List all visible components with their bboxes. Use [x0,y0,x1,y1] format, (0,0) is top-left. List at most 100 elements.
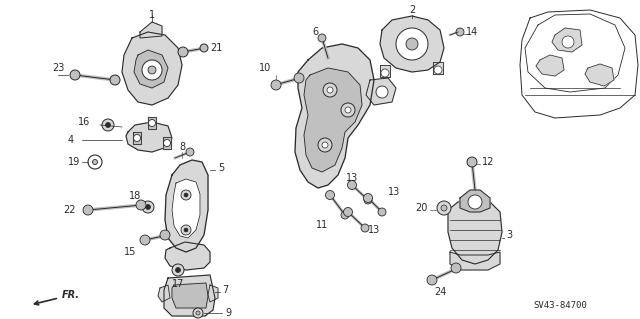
Circle shape [364,194,372,203]
Circle shape [456,28,464,36]
Polygon shape [450,252,500,270]
Circle shape [427,275,437,285]
Circle shape [323,83,337,97]
Circle shape [181,225,191,235]
Circle shape [344,207,353,217]
Text: 21: 21 [210,43,222,53]
Circle shape [148,66,156,74]
Circle shape [467,157,477,167]
Polygon shape [433,62,443,74]
Text: 14: 14 [466,27,478,37]
Text: SV43-84700: SV43-84700 [533,300,587,309]
Circle shape [181,190,191,200]
Polygon shape [133,132,141,144]
Text: 11: 11 [316,220,328,230]
Circle shape [294,73,304,83]
Circle shape [348,181,356,189]
Text: 8: 8 [179,142,185,152]
Circle shape [93,160,97,165]
Text: 16: 16 [78,117,90,127]
Polygon shape [366,78,396,105]
Circle shape [163,139,170,146]
Polygon shape [448,198,502,264]
Circle shape [396,28,428,60]
Text: 20: 20 [415,203,428,213]
Text: 3: 3 [506,230,512,240]
Circle shape [184,193,188,197]
Polygon shape [520,10,638,118]
Circle shape [172,264,184,276]
Text: 6: 6 [312,27,318,37]
Text: 23: 23 [52,63,64,73]
Circle shape [106,122,111,128]
Polygon shape [172,179,200,238]
Polygon shape [525,14,625,92]
Circle shape [178,47,188,57]
Circle shape [361,224,369,232]
Polygon shape [140,22,162,38]
Circle shape [327,87,333,93]
Circle shape [186,148,194,156]
Circle shape [451,263,461,273]
Text: 18: 18 [129,191,141,201]
Circle shape [406,38,418,50]
Polygon shape [164,275,215,316]
Polygon shape [122,32,182,105]
Circle shape [441,205,447,211]
Circle shape [184,228,188,232]
Circle shape [468,195,482,209]
Circle shape [196,311,200,315]
Circle shape [160,230,170,240]
Circle shape [364,196,372,204]
Text: 4: 4 [68,135,74,145]
Text: 2: 2 [409,5,415,15]
Circle shape [376,86,388,98]
Text: 12: 12 [482,157,494,167]
Circle shape [140,235,150,245]
Circle shape [271,80,281,90]
Polygon shape [208,285,218,302]
Circle shape [88,155,102,169]
Circle shape [437,201,451,215]
Circle shape [148,120,156,127]
Text: 17: 17 [172,279,184,289]
Circle shape [318,138,332,152]
Polygon shape [536,55,564,76]
Circle shape [142,201,154,213]
Polygon shape [460,190,490,212]
Polygon shape [380,65,390,77]
Circle shape [142,60,162,80]
Circle shape [378,208,386,216]
Text: 24: 24 [434,287,446,297]
Text: 19: 19 [68,157,80,167]
Circle shape [341,103,355,117]
Text: 5: 5 [218,163,224,173]
Circle shape [341,211,349,219]
Circle shape [134,135,141,142]
Circle shape [434,66,442,74]
Circle shape [110,75,120,85]
Text: FR.: FR. [35,290,80,305]
Circle shape [145,204,150,210]
Polygon shape [134,50,168,88]
Text: 13: 13 [388,187,400,197]
Circle shape [562,36,574,48]
Circle shape [381,69,389,77]
Circle shape [200,44,208,52]
Polygon shape [163,137,171,149]
Text: 7: 7 [222,285,228,295]
Polygon shape [165,160,208,252]
Circle shape [193,308,203,318]
Polygon shape [552,28,582,52]
Text: 1: 1 [149,10,155,20]
Text: 13: 13 [368,225,380,235]
Circle shape [83,205,93,215]
Circle shape [102,119,114,131]
Polygon shape [172,283,208,308]
Polygon shape [295,44,374,188]
Polygon shape [148,117,156,129]
Polygon shape [380,16,444,72]
Circle shape [326,190,335,199]
Circle shape [70,70,80,80]
Polygon shape [165,242,210,270]
